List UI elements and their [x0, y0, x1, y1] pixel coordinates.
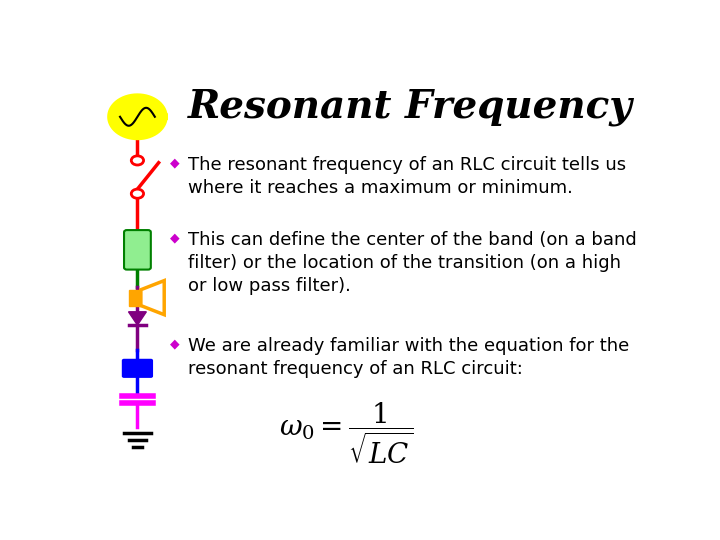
Polygon shape — [128, 312, 146, 325]
Text: We are already familiar with the equation for the
resonant frequency of an RLC c: We are already familiar with the equatio… — [188, 337, 629, 378]
Circle shape — [131, 156, 143, 165]
Text: $\omega_0 = \dfrac{1}{\sqrt{LC}}$: $\omega_0 = \dfrac{1}{\sqrt{LC}}$ — [279, 400, 414, 465]
Text: ◆: ◆ — [170, 337, 179, 350]
FancyBboxPatch shape — [122, 359, 153, 378]
Circle shape — [131, 189, 143, 198]
Circle shape — [111, 97, 164, 137]
Polygon shape — [128, 290, 141, 306]
Text: The resonant frequency of an RLC circuit tells us
where it reaches a maximum or : The resonant frequency of an RLC circuit… — [188, 156, 626, 197]
FancyBboxPatch shape — [124, 230, 150, 269]
Text: ◆: ◆ — [170, 231, 179, 244]
Text: Resonant Frequency: Resonant Frequency — [188, 87, 633, 126]
Text: This can define the center of the band (on a band
filter) or the location of the: This can define the center of the band (… — [188, 231, 636, 295]
Text: ◆: ◆ — [170, 156, 179, 169]
